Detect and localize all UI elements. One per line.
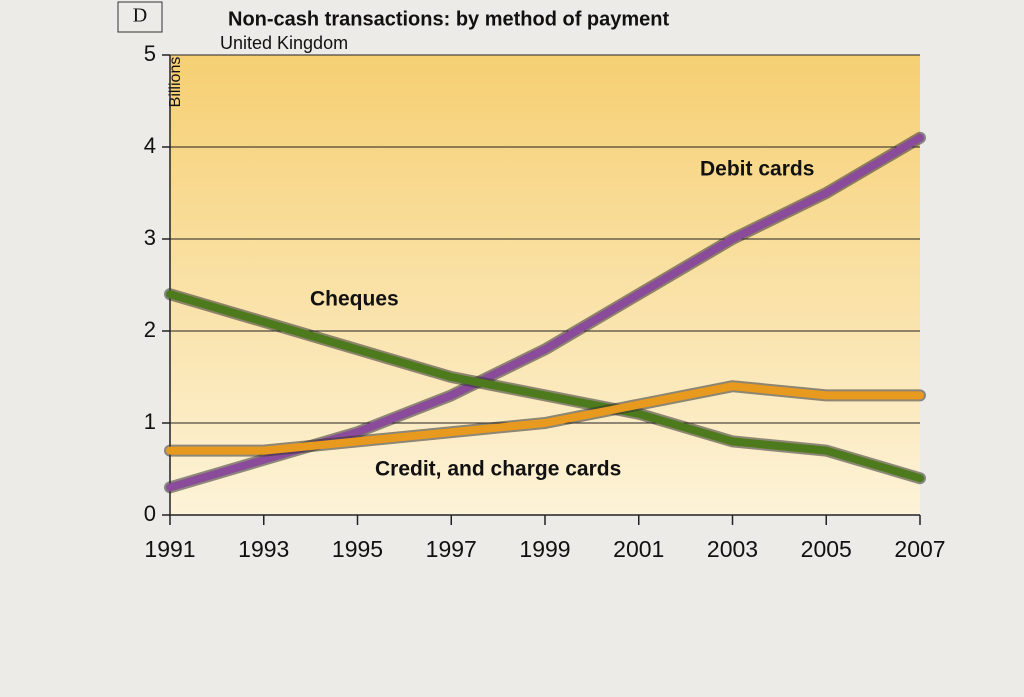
y-tick-label: 2 xyxy=(144,317,156,342)
x-tick-label: 2007 xyxy=(894,536,945,562)
panel-label: D xyxy=(133,5,147,27)
series-label: Cheques xyxy=(310,288,399,311)
x-tick-label: 2005 xyxy=(801,536,852,562)
x-tick-label: 1995 xyxy=(332,536,383,562)
x-tick-label: 2001 xyxy=(613,536,664,562)
chart-subtitle: United Kingdom xyxy=(220,33,348,53)
series-line xyxy=(166,290,924,483)
x-tick-label: 2003 xyxy=(707,536,758,562)
y-tick-label: 0 xyxy=(144,501,156,526)
series-label: Debit cards xyxy=(700,158,814,181)
x-tick-label: 1997 xyxy=(426,536,477,562)
x-tick-label: 1999 xyxy=(519,536,570,562)
chart-title: Non-cash transactions: by method of paym… xyxy=(228,8,670,30)
plot-background xyxy=(170,55,920,515)
series-line xyxy=(166,382,924,455)
series-label: Credit, and charge cards xyxy=(375,458,621,481)
y-tick-label: 5 xyxy=(144,41,156,66)
y-axis-label: Billions xyxy=(167,57,184,108)
y-tick-label: 3 xyxy=(144,225,156,250)
y-tick-label: 4 xyxy=(144,133,156,158)
y-tick-label: 1 xyxy=(144,409,156,434)
x-tick-label: 1993 xyxy=(238,536,289,562)
x-tick-label: 1991 xyxy=(144,536,195,562)
panel-label-box xyxy=(117,1,163,33)
